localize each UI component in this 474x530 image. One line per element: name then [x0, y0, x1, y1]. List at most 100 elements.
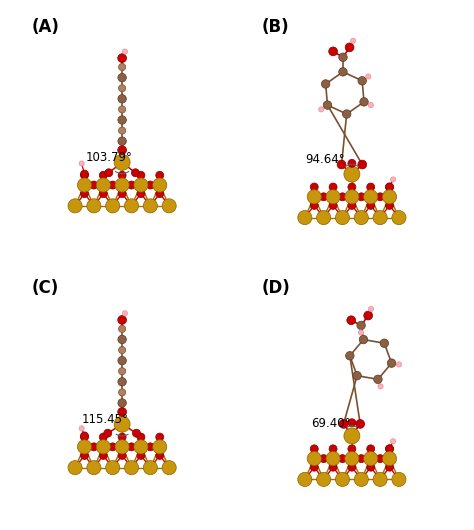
Circle shape	[118, 85, 126, 92]
Circle shape	[391, 439, 396, 444]
Circle shape	[317, 472, 331, 487]
Circle shape	[162, 199, 176, 213]
Circle shape	[104, 429, 112, 437]
Text: (B): (B)	[261, 17, 289, 36]
Circle shape	[342, 110, 351, 118]
Circle shape	[345, 43, 354, 52]
Circle shape	[118, 389, 126, 396]
Circle shape	[385, 463, 393, 471]
Circle shape	[118, 408, 127, 416]
Circle shape	[374, 375, 382, 384]
Circle shape	[118, 146, 127, 154]
Text: (D): (D)	[261, 279, 290, 297]
Circle shape	[118, 368, 126, 375]
Circle shape	[81, 433, 89, 441]
Circle shape	[115, 440, 129, 454]
Circle shape	[354, 472, 368, 487]
Circle shape	[115, 178, 129, 192]
Text: (C): (C)	[32, 279, 59, 297]
Circle shape	[348, 201, 356, 209]
Circle shape	[122, 311, 128, 316]
Circle shape	[344, 166, 360, 182]
Circle shape	[339, 68, 347, 76]
Circle shape	[79, 161, 84, 166]
Text: 115.45°: 115.45°	[82, 413, 129, 426]
Circle shape	[380, 339, 389, 348]
Circle shape	[392, 472, 406, 487]
Circle shape	[383, 190, 397, 204]
Circle shape	[329, 445, 337, 453]
Circle shape	[90, 181, 98, 189]
Circle shape	[376, 193, 384, 201]
Circle shape	[118, 190, 126, 198]
Circle shape	[396, 362, 401, 367]
Circle shape	[310, 201, 318, 209]
Circle shape	[376, 455, 384, 463]
Circle shape	[356, 420, 365, 428]
Circle shape	[118, 335, 127, 343]
Circle shape	[125, 199, 138, 213]
Circle shape	[336, 210, 349, 225]
Circle shape	[77, 178, 91, 192]
Circle shape	[99, 171, 107, 179]
Circle shape	[143, 461, 157, 475]
Circle shape	[348, 463, 356, 471]
Circle shape	[105, 169, 113, 177]
Circle shape	[328, 47, 337, 56]
Circle shape	[323, 101, 332, 109]
Circle shape	[354, 210, 368, 225]
Circle shape	[310, 445, 318, 453]
Circle shape	[368, 102, 374, 108]
Circle shape	[364, 452, 378, 466]
Circle shape	[125, 461, 138, 475]
Circle shape	[118, 377, 127, 386]
Circle shape	[392, 210, 406, 225]
Circle shape	[360, 98, 368, 106]
Circle shape	[385, 183, 393, 191]
Circle shape	[338, 193, 346, 201]
Circle shape	[118, 127, 126, 134]
Circle shape	[118, 94, 127, 103]
Circle shape	[358, 76, 366, 85]
Circle shape	[81, 171, 89, 179]
Text: 103.79°: 103.79°	[86, 151, 133, 164]
Circle shape	[162, 461, 176, 475]
Circle shape	[307, 190, 321, 204]
Circle shape	[344, 428, 360, 444]
Circle shape	[357, 455, 365, 463]
Circle shape	[336, 472, 349, 487]
Circle shape	[348, 183, 356, 191]
Circle shape	[81, 452, 89, 460]
Circle shape	[326, 190, 340, 204]
Circle shape	[378, 384, 383, 389]
Circle shape	[319, 193, 328, 201]
Circle shape	[156, 452, 164, 460]
Circle shape	[99, 452, 107, 460]
Circle shape	[357, 321, 365, 330]
Circle shape	[109, 443, 117, 451]
Circle shape	[383, 452, 397, 466]
Circle shape	[137, 433, 145, 441]
Circle shape	[348, 419, 356, 427]
Circle shape	[357, 193, 365, 201]
Circle shape	[81, 432, 89, 440]
Circle shape	[128, 181, 136, 189]
Circle shape	[391, 177, 396, 182]
Circle shape	[348, 445, 356, 453]
Circle shape	[366, 74, 371, 79]
Text: 69.40°: 69.40°	[311, 417, 350, 430]
Circle shape	[118, 452, 126, 460]
Circle shape	[146, 443, 155, 451]
Circle shape	[367, 463, 375, 471]
Circle shape	[329, 183, 337, 191]
Circle shape	[339, 53, 347, 61]
Circle shape	[118, 325, 126, 332]
Circle shape	[99, 190, 107, 198]
Circle shape	[345, 452, 359, 466]
Circle shape	[368, 306, 374, 312]
Circle shape	[385, 445, 393, 453]
Circle shape	[359, 335, 368, 344]
Circle shape	[321, 80, 330, 88]
Circle shape	[156, 433, 164, 441]
Circle shape	[134, 440, 148, 454]
